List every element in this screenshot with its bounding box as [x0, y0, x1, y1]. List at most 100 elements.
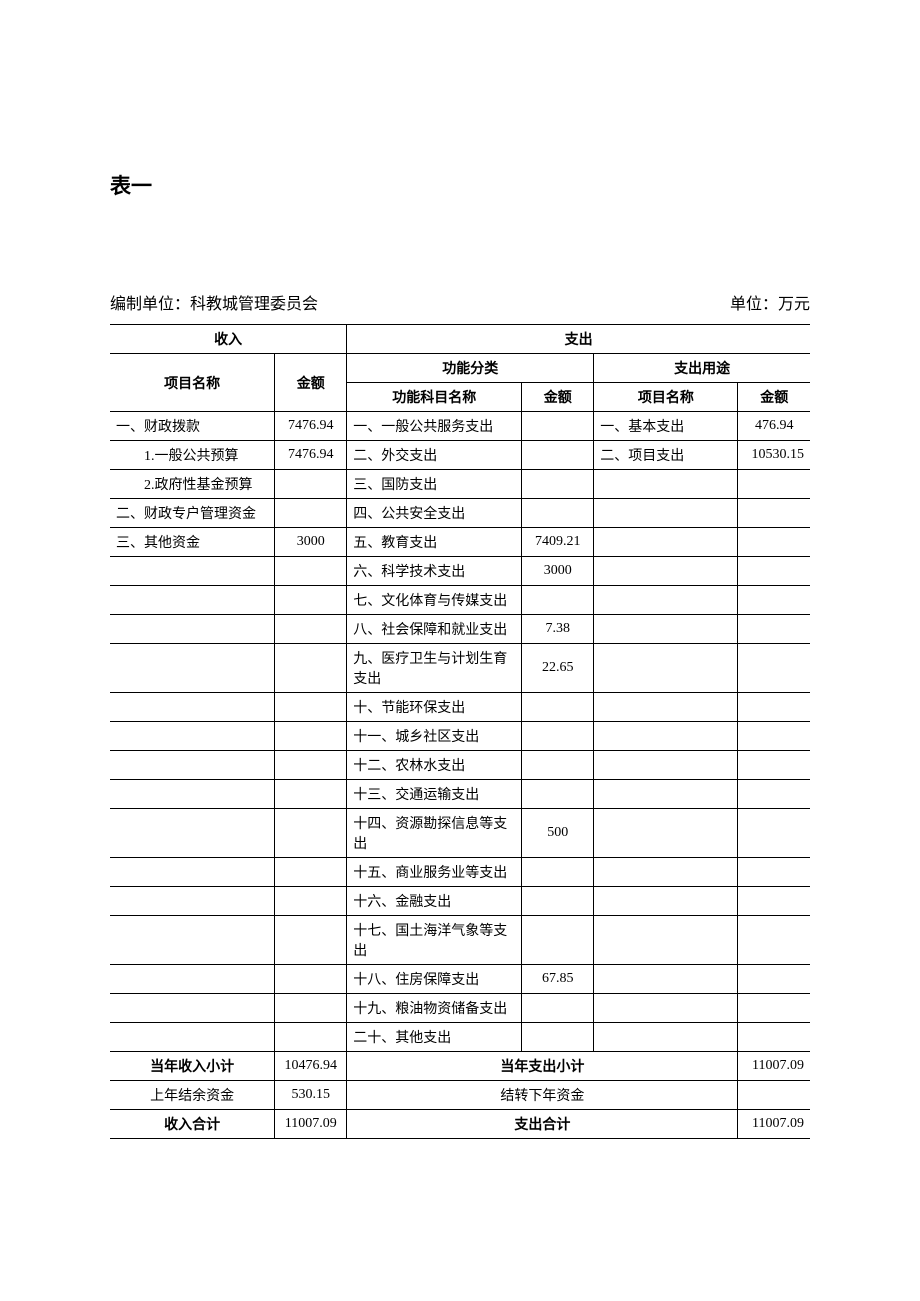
table-row: 十七、国土海洋气象等支出: [110, 916, 810, 965]
cell-income-amount: [275, 994, 347, 1023]
cell-use-amount: [738, 644, 810, 693]
table-row: 七、文化体育与传媒支出: [110, 586, 810, 615]
cell-subtotal-right: 11007.09: [738, 1052, 810, 1081]
cell-income-name: [110, 858, 275, 887]
cell-use-name: [594, 916, 738, 965]
table-row: 十三、交通运输支出: [110, 780, 810, 809]
cell-income-amount: [275, 499, 347, 528]
table-row: 十四、资源勘探信息等支出500: [110, 809, 810, 858]
table-row: 一、财政拨款7476.94一、一般公共服务支出 一、基本支出476.94: [110, 412, 810, 441]
cell-use-amount: [738, 1023, 810, 1052]
table-row: 上年结余资金530.15结转下年资金: [110, 1081, 810, 1110]
header-row-2: 项目名称 金额 功能分类 支出用途: [110, 354, 810, 383]
cell-income-name: [110, 916, 275, 965]
cell-income-name: [110, 994, 275, 1023]
hdr-item-name-1: 项目名称: [110, 354, 275, 412]
cell-use-name: [594, 887, 738, 916]
cell-use-amount: [738, 528, 810, 557]
cell-use-name: [594, 751, 738, 780]
table-row: 十二、农林水支出: [110, 751, 810, 780]
cell-income-name: [110, 586, 275, 615]
cell-func-name: 十四、资源勘探信息等支出: [347, 809, 522, 858]
table-row: 九、医疗卫生与计划生育支出22.65: [110, 644, 810, 693]
cell-use-name: [594, 780, 738, 809]
cell-income-amount: [275, 693, 347, 722]
table-row: 当年收入小计10476.94当年支出小计11007.09: [110, 1052, 810, 1081]
cell-func-name: 十、节能环保支出: [347, 693, 522, 722]
table-row: 十八、住房保障支出67.85: [110, 965, 810, 994]
cell-func-name: 二十、其他支出: [347, 1023, 522, 1052]
cell-use-amount: 476.94: [738, 412, 810, 441]
cell-func-name: 一、一般公共服务支出: [347, 412, 522, 441]
cell-use-amount: [738, 887, 810, 916]
cell-subtotal-merged: 当年支出小计: [347, 1052, 738, 1081]
cell-use-amount: [738, 722, 810, 751]
cell-use-amount: [738, 586, 810, 615]
cell-use-name: [594, 470, 738, 499]
cell-subtotal-amount: 11007.09: [275, 1110, 347, 1139]
cell-use-name: 一、基本支出: [594, 412, 738, 441]
cell-func-name: 十三、交通运输支出: [347, 780, 522, 809]
cell-income-amount: [275, 916, 347, 965]
cell-income-name: 一、财政拨款: [110, 412, 275, 441]
cell-func-name: 十二、农林水支出: [347, 751, 522, 780]
meta-row: 编制单位：科教城管理委员会 单位：万元: [110, 290, 810, 314]
cell-subtotal-label: 上年结余资金: [110, 1081, 275, 1110]
budget-table: 收入 支出 项目名称 金额 功能分类 支出用途 功能科目名称 金额 项目名称 金…: [110, 324, 810, 1139]
cell-income-name: [110, 965, 275, 994]
cell-use-amount: 10530.15: [738, 441, 810, 470]
org-label: 编制单位：科教城管理委员会: [110, 290, 318, 314]
cell-subtotal-merged: 支出合计: [347, 1110, 738, 1139]
cell-income-name: [110, 887, 275, 916]
cell-use-amount: [738, 780, 810, 809]
table-row: 三、其他资金3000五、教育支出7409.21: [110, 528, 810, 557]
table-row: 十六、金融支出: [110, 887, 810, 916]
hdr-amount-1: 金额: [275, 354, 347, 412]
table-row: 2.政府性基金预算三、国防支出: [110, 470, 810, 499]
cell-subtotal-right: 11007.09: [738, 1110, 810, 1139]
cell-func-amount: [522, 470, 594, 499]
cell-income-name: [110, 557, 275, 586]
header-row-1: 收入 支出: [110, 325, 810, 354]
cell-use-name: [594, 557, 738, 586]
cell-func-name: 十九、粮油物资储备支出: [347, 994, 522, 1023]
table-row: 收入合计11007.09支出合计11007.09: [110, 1110, 810, 1139]
cell-income-amount: [275, 615, 347, 644]
cell-func-amount: [522, 722, 594, 751]
cell-subtotal-merged: 结转下年资金: [347, 1081, 738, 1110]
cell-func-name: 二、外交支出: [347, 441, 522, 470]
cell-income-name: [110, 780, 275, 809]
cell-use-name: [594, 615, 738, 644]
cell-func-name: 五、教育支出: [347, 528, 522, 557]
cell-income-amount: [275, 557, 347, 586]
table-row: 十、节能环保支出: [110, 693, 810, 722]
cell-income-amount: 7476.94: [275, 412, 347, 441]
cell-use-name: [594, 722, 738, 751]
cell-use-name: [594, 994, 738, 1023]
cell-func-amount: [522, 586, 594, 615]
hdr-func-subject: 功能科目名称: [347, 383, 522, 412]
table-row: 六、科学技术支出3000: [110, 557, 810, 586]
cell-func-name: 八、社会保障和就业支出: [347, 615, 522, 644]
cell-func-name: 六、科学技术支出: [347, 557, 522, 586]
table-row: 1.一般公共预算7476.94二、外交支出二、项目支出10530.15: [110, 441, 810, 470]
cell-use-amount: [738, 499, 810, 528]
cell-func-amount: 3000: [522, 557, 594, 586]
cell-income-amount: [275, 1023, 347, 1052]
table-row: 十一、城乡社区支出: [110, 722, 810, 751]
cell-func-amount: 500: [522, 809, 594, 858]
cell-func-amount: [522, 499, 594, 528]
cell-func-name: 九、医疗卫生与计划生育支出: [347, 644, 522, 693]
cell-func-amount: 7409.21: [522, 528, 594, 557]
cell-income-amount: [275, 644, 347, 693]
cell-func-name: 四、公共安全支出: [347, 499, 522, 528]
cell-use-name: [594, 809, 738, 858]
table-row: 二十、其他支出: [110, 1023, 810, 1052]
cell-income-amount: 3000: [275, 528, 347, 557]
cell-subtotal-label: 当年收入小计: [110, 1052, 275, 1081]
cell-subtotal-label: 收入合计: [110, 1110, 275, 1139]
cell-func-amount: [522, 1023, 594, 1052]
cell-use-amount: [738, 809, 810, 858]
cell-use-name: [594, 586, 738, 615]
cell-income-name: [110, 615, 275, 644]
